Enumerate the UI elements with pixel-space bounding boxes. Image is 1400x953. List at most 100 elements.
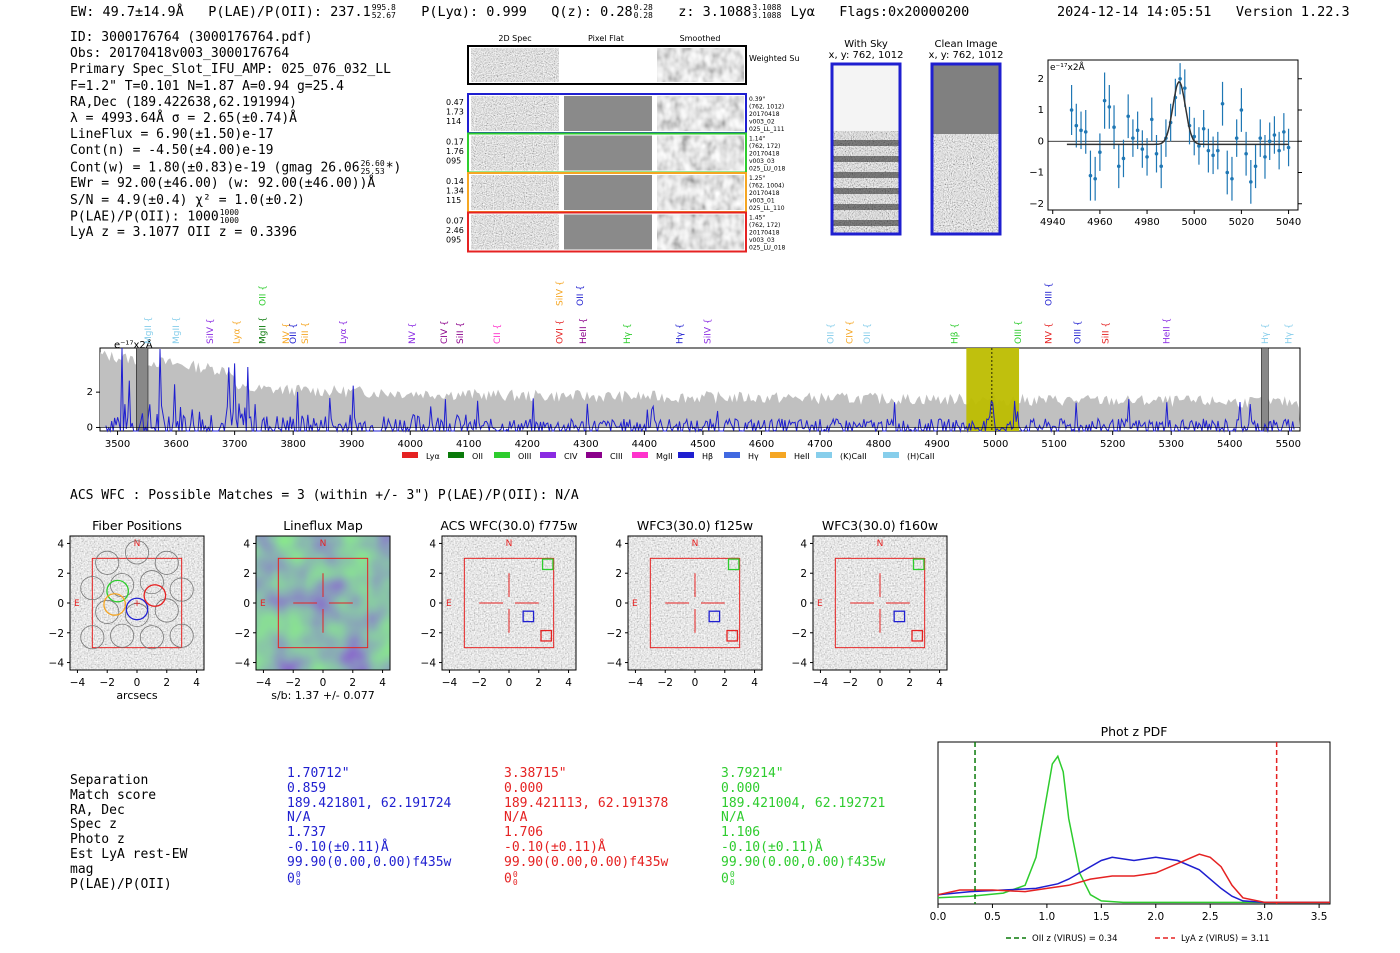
cutout-flat-0	[564, 96, 652, 131]
lf-point-3	[1083, 130, 1088, 134]
info-primary-spec: Primary Spec_Slot_IFU_AMP: 025_076_032_L…	[70, 62, 391, 78]
fs-legend-swatch-5	[632, 452, 648, 458]
lf-point-46	[1286, 145, 1291, 150]
thumb-title-0: Fiber Positions	[92, 518, 182, 533]
info-id: ID: 3000176764 (3000176764.pdf)	[70, 30, 313, 45]
header-z-line: Lyα	[790, 4, 815, 20]
fs-line-label-11: SiII {	[456, 322, 466, 344]
thumb-compass-n-1: N	[320, 539, 327, 549]
pz-series-blue	[937, 856, 1330, 904]
lf-point-9	[1112, 125, 1116, 129]
info-obs: Obs: 20170418v003_3000176764	[70, 46, 290, 62]
label-separation: Separation	[70, 773, 149, 788]
thumb-ytick-label-4-1: 2	[800, 568, 807, 580]
thumb-xtick-label-0-0: −4	[70, 677, 86, 689]
lf-point-42	[1267, 139, 1272, 144]
photz-pdf-chart: Phot z PDF 0.0 0.5 1.0 1.5 2.0 2.5 3.0 3.5 OII z …	[930, 724, 1331, 944]
thumb-ytick-label-0-4: −4	[49, 658, 65, 670]
lf-point-30	[1211, 153, 1215, 158]
lf-point-18	[1154, 151, 1159, 156]
fs-xtick-label-12: 4700	[807, 439, 832, 450]
fs-masked-1	[1261, 347, 1269, 432]
fs-line-label-high-0: OII {	[259, 285, 269, 306]
thumb-xtick-label-4-2: 0	[877, 677, 884, 689]
pz-xtick-label-0: 0.0	[930, 911, 947, 923]
fs-line-label-8: Lyα {	[339, 320, 349, 344]
acs-header: ACS WFC : Possible Matches = 3 (within +…	[70, 488, 579, 503]
info-gmag-hi: 26.60	[360, 158, 385, 168]
col-smoothed: Smoothed	[680, 34, 721, 43]
m3-mag: 99.90(0.00,0.00)f435w	[721, 854, 886, 870]
fs-line-label-27: Hγ {	[1261, 323, 1271, 344]
fs-line-label-21: Hβ {	[951, 323, 961, 344]
cutout-2d-1	[471, 135, 559, 171]
cutout-info-3-4: 025_LU_018	[749, 245, 786, 252]
with-sky-xy: x, y: 762, 1012	[829, 50, 904, 61]
fiber-circle-6	[169, 577, 194, 602]
line-fit-chart: e⁻¹⁷x2Å 2 1 0 −1 −2 4940 4960 4980 5000 5020 5040	[1030, 59, 1302, 228]
fs-xtick-label-15: 5000	[983, 439, 1008, 450]
header-z-lo: 3.1088	[752, 11, 782, 20]
cutout-weight-3-2: 095	[446, 236, 461, 245]
cutout-info-0-4: 025_LL_111	[749, 126, 785, 133]
col-pixel-flat: Pixel Flat	[588, 34, 624, 43]
thumb-xlabel-1: s/b: 1.37 +/- 0.077	[271, 689, 375, 702]
cutout-weight-1-0: 0.17	[446, 138, 464, 147]
lf-point-31	[1216, 148, 1220, 153]
label-photo-z: Photo z	[70, 832, 125, 848]
lf-point-24	[1182, 86, 1187, 90]
m2-ra-dec: 189.421113, 62.191378	[504, 795, 669, 811]
fs-line-label-19: CIV {	[845, 320, 855, 344]
thumb-xtick-label-2-4: 4	[565, 677, 572, 689]
sky-clean-images: With Sky x, y: 762, 1012 Clean Image x, …	[829, 39, 1003, 236]
thumb-xtick-label-3-1: −2	[657, 677, 672, 689]
fs-line-label-25: SiII {	[1102, 322, 1112, 344]
m1-ra-dec: 189.421801, 62.191724	[287, 795, 452, 811]
fs-flux-line	[105, 347, 1295, 433]
fs-line-label-28: Hγ {	[1284, 323, 1294, 344]
cutout-info-3-0: 1.45"	[749, 215, 765, 222]
fs-line-label-12: CII {	[493, 324, 503, 344]
lf-point-11	[1121, 156, 1126, 161]
thumb-xtick-label-3-0: −4	[628, 677, 644, 689]
fs-line-label-26: HeII {	[1163, 318, 1173, 344]
thumb-compass-n-4: N	[877, 539, 884, 549]
thumb-search-box-1	[277, 557, 369, 649]
full-spectrum-chart: e⁻¹⁷x2Å 3500 3600 3700 3800 3900 4000 4100 4200 4…	[87, 280, 1301, 461]
match-labels: Separation Match score RA, Dec Spec z Ph…	[70, 773, 187, 892]
cutout-info-1-2: 20170418	[749, 151, 780, 158]
lf-point-7	[1102, 98, 1107, 103]
fs-xtick-label-0: 3500	[105, 439, 130, 450]
lf-ytick-label-0: 2	[1038, 74, 1044, 85]
thumb-search-box-3	[649, 557, 741, 649]
thumb-xtick-label-1-1: −2	[285, 677, 300, 689]
pz-xtick-label-2: 1.0	[1039, 911, 1056, 923]
thumb-search-box-4	[834, 557, 926, 649]
fs-legend-swatch-1	[448, 452, 464, 458]
fiber-circle-8	[124, 602, 150, 627]
m1-score: 0.859	[287, 780, 327, 796]
pz-xtick-label-7: 3.5	[1311, 911, 1328, 923]
cutout-weight-0-1: 1.73	[446, 108, 464, 117]
cutout-flat-2	[564, 175, 652, 210]
fs-line-label-16: Hγ {	[676, 323, 686, 344]
lf-point-4	[1088, 173, 1093, 178]
fs-xtick-label-13: 4800	[866, 439, 891, 450]
cutout-info-3-3: v003_03	[749, 237, 775, 244]
cutout-info-0-0: 0.39"	[749, 96, 765, 103]
thumb-xtick-label-4-4: 4	[936, 677, 943, 689]
label-match-score: Match score	[70, 787, 157, 803]
lf-point-5	[1093, 176, 1097, 181]
thumb-title-1: Lineflux Map	[283, 518, 363, 533]
fs-legend-swatch-6	[678, 452, 694, 458]
fs-legend-swatch-2	[494, 452, 510, 458]
thumb-xtick-label-0-2: 0	[134, 677, 141, 689]
thumb-ytick-label-4-0: 4	[800, 538, 807, 550]
fs-line-label-20: OII {	[863, 323, 873, 344]
cutout-info-3-2: 20170418	[749, 230, 780, 237]
thumb-ytick-label-3-0: 4	[615, 538, 622, 550]
m2-spec-z: N/A	[504, 810, 528, 826]
fiber-circle-3	[80, 576, 105, 601]
lf-point-40	[1258, 136, 1263, 140]
